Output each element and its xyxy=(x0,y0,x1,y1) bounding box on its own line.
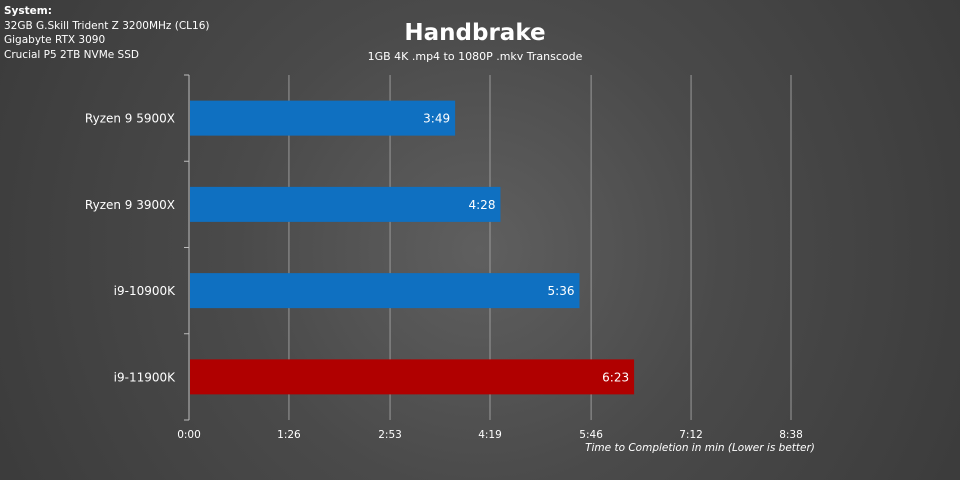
category-label: i9-11900K xyxy=(114,370,176,384)
bar-value-label: 4:28 xyxy=(469,198,496,212)
chart-subtitle: 1GB 4K .mp4 to 1080P .mkv Transcode xyxy=(368,50,583,63)
bar-value-label: 6:23 xyxy=(602,370,629,384)
bar xyxy=(190,186,501,222)
x-tick-label: 7:12 xyxy=(679,429,703,441)
chart-title: Handbrake xyxy=(404,20,545,46)
bar-value-label: 3:49 xyxy=(423,112,450,126)
category-label: Ryzen 9 5900X xyxy=(85,112,175,126)
bars: 3:49 4:28 5:36 6:23 xyxy=(190,100,635,395)
y-axis-ticks xyxy=(184,74,189,421)
bar xyxy=(190,359,635,395)
x-tick-labels: 0:00 1:26 2:53 4:19 5:46 7:12 8:38 xyxy=(177,429,803,441)
system-info: System: 32GB G.Skill Trident Z 3200MHz (… xyxy=(4,4,209,62)
x-axis-label: Time to Completion in min (Lower is bett… xyxy=(585,442,815,454)
x-tick-label: 0:00 xyxy=(177,429,201,441)
system-line-gpu: Gigabyte RTX 3090 xyxy=(4,34,106,46)
bar-value-label: 5:36 xyxy=(548,284,575,298)
x-tick-label: 2:53 xyxy=(378,429,402,441)
x-tick-label: 8:38 xyxy=(779,429,803,441)
x-tick-label: 1:26 xyxy=(277,429,301,441)
category-label: i9-10900K xyxy=(114,284,176,298)
bar xyxy=(190,273,580,309)
x-tick-label: 5:46 xyxy=(579,429,603,441)
system-line-ssd: Crucial P5 2TB NVMe SSD xyxy=(4,48,139,61)
system-heading: System: xyxy=(4,5,52,17)
category-labels: Ryzen 9 5900X Ryzen 9 3900X i9-10900K i9-11… xyxy=(85,112,176,385)
bar xyxy=(190,100,456,136)
x-tick-label: 4:19 xyxy=(478,429,502,441)
category-label: Ryzen 9 3900X xyxy=(85,198,175,212)
system-line-ram: 32GB G.Skill Trident Z 3200MHz (CL16) xyxy=(4,19,210,32)
